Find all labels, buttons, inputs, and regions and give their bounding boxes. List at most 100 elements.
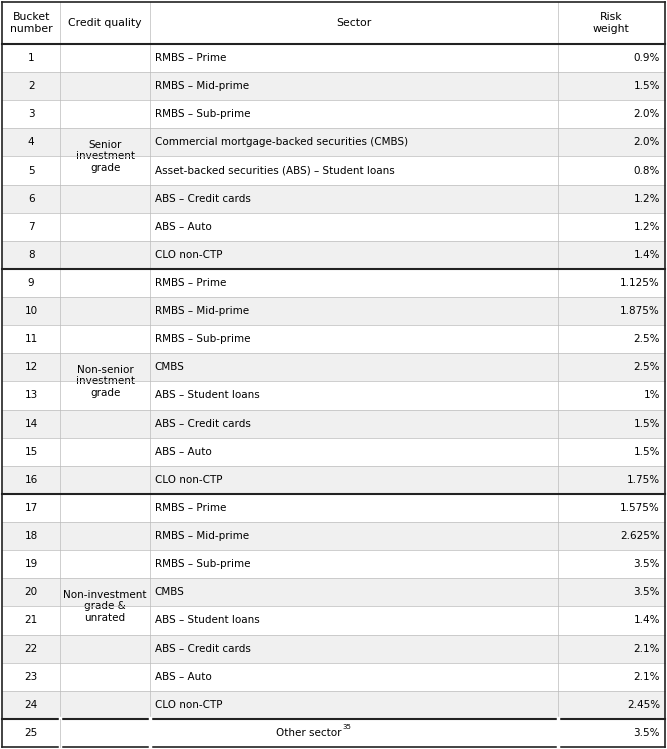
- Text: Non-senior
investment
grade: Non-senior investment grade: [75, 365, 135, 398]
- Text: 0.8%: 0.8%: [634, 166, 660, 175]
- Bar: [2, 72, 665, 100]
- Text: 5: 5: [28, 166, 35, 175]
- Text: CMBS: CMBS: [155, 587, 185, 598]
- Text: 1.2%: 1.2%: [634, 194, 660, 204]
- Bar: [2, 2, 665, 44]
- Text: 23: 23: [25, 672, 38, 682]
- Text: 2.1%: 2.1%: [634, 672, 660, 682]
- Bar: [2, 213, 665, 241]
- Bar: [2, 297, 665, 325]
- Text: 0.9%: 0.9%: [634, 53, 660, 63]
- Text: 6: 6: [28, 194, 35, 204]
- Text: ABS – Auto: ABS – Auto: [155, 446, 211, 457]
- Text: 4: 4: [28, 137, 35, 148]
- Text: 3.5%: 3.5%: [634, 560, 660, 569]
- Text: RMBS – Prime: RMBS – Prime: [155, 503, 226, 513]
- Text: CLO non-CTP: CLO non-CTP: [155, 250, 222, 260]
- Text: ABS – Student loans: ABS – Student loans: [155, 390, 259, 401]
- Text: RMBS – Mid-prime: RMBS – Mid-prime: [155, 81, 249, 91]
- Text: 2.625%: 2.625%: [620, 531, 660, 541]
- Text: CLO non-CTP: CLO non-CTP: [155, 475, 222, 485]
- Text: 20: 20: [25, 587, 38, 598]
- Text: 12: 12: [25, 363, 38, 372]
- Text: 2.5%: 2.5%: [634, 363, 660, 372]
- Text: 3: 3: [28, 109, 35, 119]
- Bar: [2, 241, 665, 269]
- Text: 14: 14: [25, 419, 38, 428]
- Text: 3.5%: 3.5%: [634, 728, 660, 738]
- Text: 10: 10: [25, 306, 38, 316]
- Text: RMBS – Sub-prime: RMBS – Sub-prime: [155, 560, 250, 569]
- Bar: [2, 44, 665, 72]
- Text: 7: 7: [28, 222, 35, 231]
- Text: RMBS – Prime: RMBS – Prime: [155, 53, 226, 63]
- Text: 9: 9: [28, 278, 35, 288]
- Text: 22: 22: [25, 643, 38, 654]
- Text: 8: 8: [28, 250, 35, 260]
- Text: 2.0%: 2.0%: [634, 137, 660, 148]
- Text: 2.1%: 2.1%: [634, 643, 660, 654]
- Text: ABS – Credit cards: ABS – Credit cards: [155, 643, 251, 654]
- Text: 24: 24: [25, 700, 38, 710]
- Bar: [2, 719, 665, 747]
- Text: 16: 16: [25, 475, 38, 485]
- Bar: [2, 410, 665, 437]
- Bar: [2, 354, 665, 381]
- Text: 2.5%: 2.5%: [634, 334, 660, 345]
- Text: Other sector: Other sector: [276, 728, 342, 738]
- Text: Risk
weight: Risk weight: [593, 12, 630, 34]
- Bar: [2, 466, 665, 494]
- Bar: [2, 325, 665, 354]
- Text: 21: 21: [25, 616, 38, 625]
- Text: 1.4%: 1.4%: [634, 250, 660, 260]
- Text: 1.4%: 1.4%: [634, 616, 660, 625]
- Text: 1.5%: 1.5%: [634, 446, 660, 457]
- Text: 1.75%: 1.75%: [627, 475, 660, 485]
- Text: RMBS – Sub-prime: RMBS – Sub-prime: [155, 334, 250, 345]
- Text: RMBS – Sub-prime: RMBS – Sub-prime: [155, 109, 250, 119]
- Text: CMBS: CMBS: [155, 363, 185, 372]
- Bar: [2, 184, 665, 213]
- Text: 35: 35: [343, 724, 352, 730]
- Bar: [2, 551, 665, 578]
- Bar: [2, 634, 665, 663]
- Text: ABS – Credit cards: ABS – Credit cards: [155, 419, 251, 428]
- Text: 3.5%: 3.5%: [634, 587, 660, 598]
- Text: 25: 25: [25, 728, 38, 738]
- Bar: [2, 522, 665, 551]
- Bar: [2, 578, 665, 607]
- Text: 11: 11: [25, 334, 38, 345]
- Text: Commercial mortgage-backed securities (CMBS): Commercial mortgage-backed securities (C…: [155, 137, 408, 148]
- Text: ABS – Auto: ABS – Auto: [155, 222, 211, 231]
- Text: 15: 15: [25, 446, 38, 457]
- Text: 2.0%: 2.0%: [634, 109, 660, 119]
- Bar: [2, 157, 665, 184]
- Text: ABS – Student loans: ABS – Student loans: [155, 616, 259, 625]
- Text: Sector: Sector: [336, 18, 372, 28]
- Text: 1.5%: 1.5%: [634, 81, 660, 91]
- Text: 1.875%: 1.875%: [620, 306, 660, 316]
- Bar: [2, 607, 665, 634]
- Text: RMBS – Mid-prime: RMBS – Mid-prime: [155, 531, 249, 541]
- Text: 17: 17: [25, 503, 38, 513]
- Text: 19: 19: [25, 560, 38, 569]
- Text: 2.45%: 2.45%: [627, 700, 660, 710]
- Text: ABS – Auto: ABS – Auto: [155, 672, 211, 682]
- Bar: [2, 691, 665, 719]
- Text: 2: 2: [28, 81, 35, 91]
- Text: 1.5%: 1.5%: [634, 419, 660, 428]
- Text: RMBS – Mid-prime: RMBS – Mid-prime: [155, 306, 249, 316]
- Text: 1%: 1%: [644, 390, 660, 401]
- Text: 1: 1: [28, 53, 35, 63]
- Text: Non-investment
grade &
unrated: Non-investment grade & unrated: [63, 589, 147, 623]
- Text: Senior
investment
grade: Senior investment grade: [75, 140, 135, 173]
- Text: 13: 13: [25, 390, 38, 401]
- Bar: [2, 128, 665, 157]
- Text: Bucket
number: Bucket number: [10, 12, 53, 34]
- Text: 18: 18: [25, 531, 38, 541]
- Text: CLO non-CTP: CLO non-CTP: [155, 700, 222, 710]
- Text: ABS – Credit cards: ABS – Credit cards: [155, 194, 251, 204]
- Bar: [2, 494, 665, 522]
- Bar: [2, 663, 665, 691]
- Text: 1.125%: 1.125%: [620, 278, 660, 288]
